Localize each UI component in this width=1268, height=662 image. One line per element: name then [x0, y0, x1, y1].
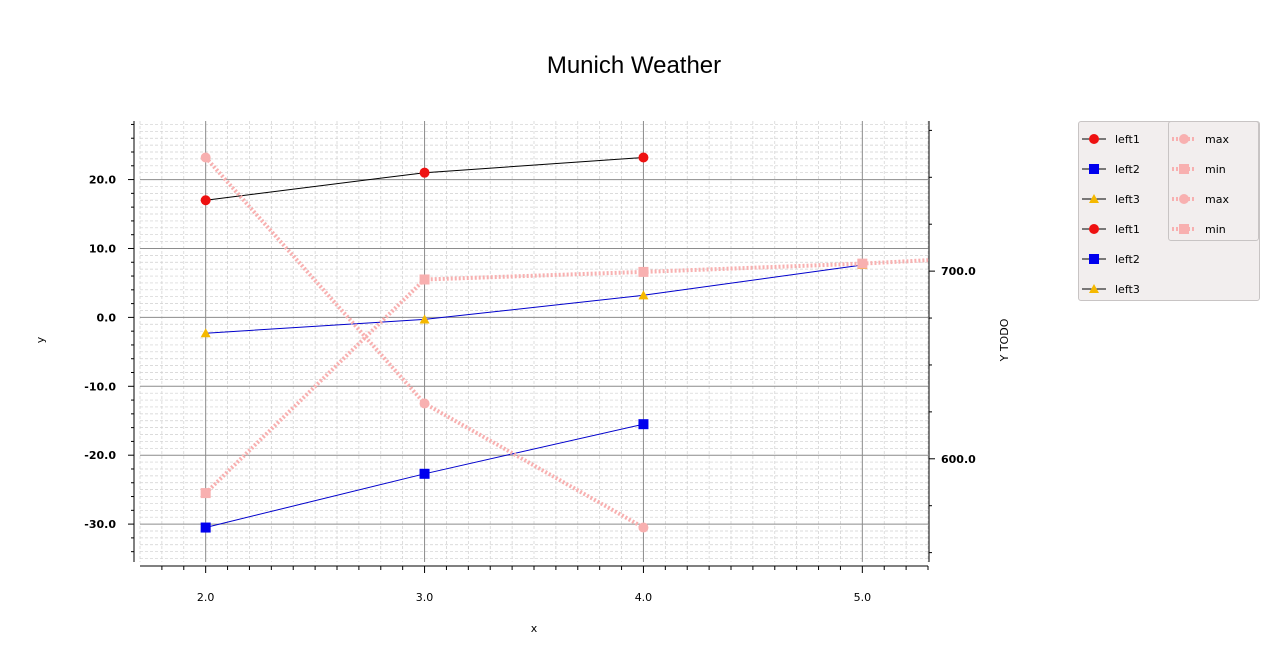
legend-swatch-marker: [1089, 164, 1099, 174]
series-max: [200, 152, 649, 533]
y-axis-label: y: [34, 336, 47, 343]
x-tick-label: 2.0: [197, 591, 215, 604]
legend-swatch: [1082, 254, 1106, 264]
y2-tick-label: 600.0: [941, 453, 976, 466]
legend-item-left3: left3: [1081, 189, 1140, 209]
legend-item-min: min: [1171, 159, 1226, 179]
legend-label: left2: [1115, 252, 1140, 266]
y-tick-label: 20.0: [89, 174, 116, 187]
legend-swatch: [1172, 164, 1196, 174]
legend-item-max: max: [1171, 189, 1229, 209]
legend-label: left1: [1115, 132, 1140, 146]
series-layer: [200, 152, 928, 533]
legend-right-axis: max min max min: [1168, 121, 1259, 241]
data-point-left3: [638, 290, 649, 300]
legend-label: left2: [1115, 162, 1140, 176]
data-point-left1: [419, 167, 430, 178]
legend-swatch-marker: [1089, 194, 1099, 203]
legend-swatch-marker: [1179, 164, 1189, 174]
data-point-left2: [638, 419, 649, 430]
data-point-min: [638, 266, 649, 277]
legend-item-left3: left3: [1081, 279, 1140, 299]
data-point-left3: [419, 314, 430, 324]
series-min: [200, 258, 928, 499]
legend-item-left1: left1: [1081, 129, 1140, 149]
legend-swatch-marker: [1179, 134, 1189, 144]
legend-label: left1: [1115, 222, 1140, 236]
data-point-min: [200, 488, 211, 499]
x-axis-label: x: [531, 622, 538, 635]
legend-label: left3: [1115, 192, 1140, 206]
legend-swatch: [1172, 194, 1196, 204]
legend-swatch-marker: [1089, 284, 1099, 293]
legend-swatch: [1082, 164, 1106, 174]
axes-layer: 20.0 10.0 0.0 -10.0 -20.0 -30.0 700.0 600.0 2.0 3…: [84, 121, 976, 604]
legend-swatch-marker: [1089, 254, 1099, 264]
data-point-left3: [200, 328, 211, 338]
legend-label: min: [1205, 162, 1226, 176]
series-left2: [200, 419, 649, 533]
data-point-min: [419, 274, 430, 285]
grid-layer: [139, 121, 929, 562]
y2-axis-label: Y TODO: [998, 318, 1011, 362]
legend-label: max: [1205, 132, 1229, 146]
legend-swatch: [1082, 134, 1106, 144]
x-tick-label: 5.0: [854, 591, 872, 604]
chart-title: Munich Weather: [546, 52, 722, 79]
data-point-max: [200, 152, 211, 163]
legend-swatch-marker: [1179, 194, 1189, 204]
legend-swatch: [1082, 284, 1106, 293]
data-point-min: [857, 258, 868, 269]
series-line-left3: [205, 264, 863, 334]
y-tick-label: -10.0: [84, 380, 116, 393]
data-point-left2: [419, 468, 430, 479]
y2-tick-label: 700.0: [941, 265, 976, 278]
legend-item-left1: left1: [1081, 219, 1140, 239]
data-point-left1: [200, 195, 211, 206]
legend-item-left2: left2: [1081, 159, 1140, 179]
y-tick-label: -20.0: [84, 449, 116, 462]
legend-label: left3: [1115, 282, 1140, 296]
legend-swatch: [1172, 134, 1196, 144]
y-tick-label: 10.0: [89, 242, 116, 255]
legend-swatch: [1082, 194, 1106, 203]
legend-swatch: [1172, 224, 1196, 234]
legend-swatch: [1082, 224, 1106, 234]
legend-swatch-marker: [1089, 224, 1099, 234]
data-point-left1: [638, 152, 649, 163]
legend-item-min: min: [1171, 219, 1226, 239]
legend-item-left2: left2: [1081, 249, 1140, 269]
series-left1: [200, 152, 649, 206]
data-point-max: [419, 398, 430, 409]
y-tick-label: 0.0: [97, 311, 117, 324]
legend-item-max: max: [1171, 129, 1229, 149]
x-tick-label: 3.0: [416, 591, 434, 604]
legend-label: max: [1205, 192, 1229, 206]
legend-swatch-marker: [1179, 224, 1189, 234]
legend-swatch-marker: [1089, 134, 1099, 144]
data-point-max: [638, 522, 649, 533]
y-tick-label: -30.0: [84, 518, 116, 531]
x-tick-label: 4.0: [635, 591, 653, 604]
legend-label: min: [1205, 222, 1226, 236]
data-point-left2: [200, 522, 211, 533]
